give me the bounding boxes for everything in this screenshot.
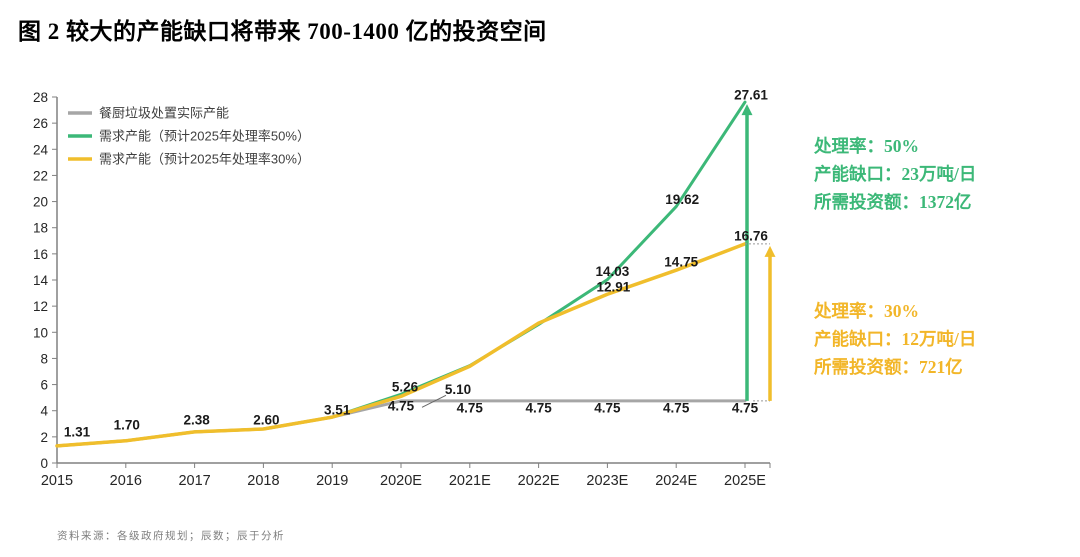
y-tick-label: 18 (33, 221, 48, 236)
point-label: 4.75 (663, 400, 690, 415)
series-line-yellow (55, 242, 747, 448)
x-tick-label: 2017 (178, 473, 210, 489)
point-label: 4.75 (457, 400, 484, 415)
legend-label: 餐厨垃圾处置实际产能 (99, 106, 229, 121)
gap-arrowhead-yellow (764, 245, 776, 257)
y-tick-label: 0 (40, 456, 48, 471)
annotation-line: 处理率：50% (814, 136, 919, 156)
legend-label: 需求产能（预计2025年处理率50%） (99, 129, 310, 144)
y-tick-label: 4 (40, 404, 48, 419)
x-tick-label: 2019 (316, 473, 348, 489)
y-tick-label: 12 (33, 299, 48, 314)
x-tick-label: 2021E (449, 473, 491, 489)
y-tick-label: 26 (33, 116, 48, 131)
x-tick-label: 2018 (247, 473, 279, 489)
annotation-line: 产能缺口：23万吨/日 (814, 164, 977, 184)
annotation-line: 所需投资额：1372亿 (814, 192, 972, 212)
source-note: 资料来源：各级政府规划；辰数；辰于分析 (57, 531, 285, 542)
point-label: 12.91 (597, 280, 631, 295)
y-tick-label: 16 (33, 247, 48, 262)
point-label: 16.76 (734, 228, 768, 243)
x-tick-label: 2015 (41, 473, 73, 489)
x-tick-label: 2025E (724, 473, 766, 489)
point-label: 5.26 (392, 380, 419, 395)
point-label: 2.38 (183, 412, 210, 427)
annotation-line: 处理率：30% (814, 301, 919, 321)
point-label: 1.31 (64, 424, 91, 439)
legend-label: 需求产能（预计2025年处理率30%） (99, 152, 310, 167)
point-label: 1.70 (114, 417, 140, 432)
y-tick-label: 6 (40, 378, 48, 393)
x-tick-label: 2022E (518, 473, 560, 489)
annotation-line: 产能缺口：12万吨/日 (814, 329, 977, 349)
annotation-block-50: 处理率：50% 产能缺口：23万吨/日 所需投资额：1372亿 (814, 132, 1080, 216)
y-tick-label: 28 (33, 90, 48, 105)
y-tick-label: 8 (40, 351, 48, 366)
x-tick-label: 2024E (655, 473, 697, 489)
point-label: 3.51 (324, 403, 351, 418)
y-tick-label: 2 (40, 430, 48, 445)
point-label: 5.10 (445, 382, 471, 397)
point-label: 14.03 (596, 264, 630, 279)
y-tick-label: 10 (33, 325, 48, 340)
point-label: 14.75 (664, 255, 698, 270)
point-label: 2.60 (253, 413, 279, 428)
point-label: 27.61 (734, 88, 768, 103)
y-tick-label: 24 (33, 142, 49, 157)
gap-arrowhead-green (741, 104, 753, 116)
figure-title: 图 2 较大的产能缺口将带来 700-1400 亿的投资空间 (18, 19, 547, 44)
x-tick-label: 2020E (380, 473, 422, 489)
y-tick-label: 22 (33, 168, 48, 183)
annotation-block-30: 处理率：30% 产能缺口：12万吨/日 所需投资额：721亿 (814, 297, 1080, 381)
x-tick-label: 2016 (110, 473, 142, 489)
point-label: 19.62 (665, 192, 699, 207)
annotation-line: 所需投资额：721亿 (814, 357, 963, 377)
point-label: 4.75 (388, 398, 415, 413)
point-label: 4.75 (525, 400, 552, 415)
point-label: 4.75 (594, 400, 621, 415)
point-label: 4.75 (732, 400, 759, 415)
y-tick-label: 20 (33, 195, 48, 210)
label-leader-line (421, 394, 447, 408)
y-tick-label: 14 (33, 273, 49, 288)
x-tick-label: 2023E (586, 473, 628, 489)
